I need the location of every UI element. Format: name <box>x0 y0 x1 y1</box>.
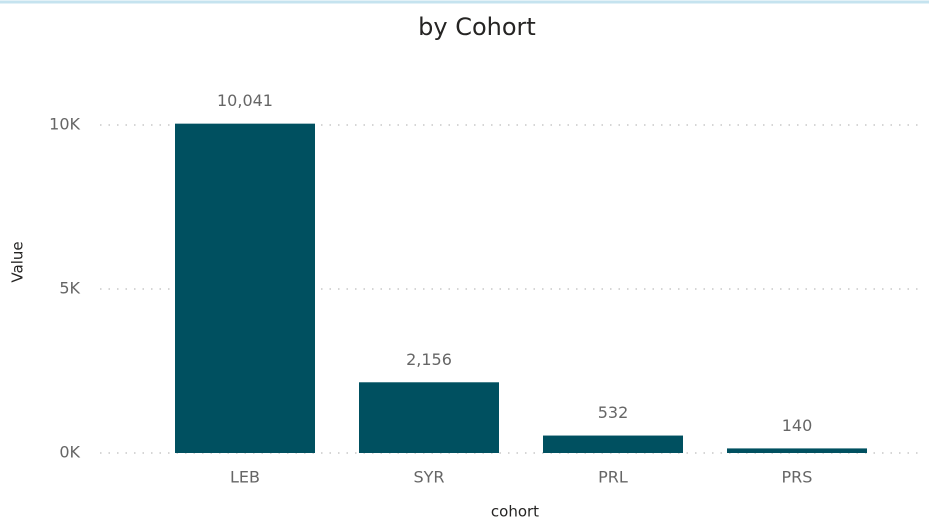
y-tick-label: 10K <box>49 115 80 134</box>
x-tick-label: LEB <box>230 468 260 487</box>
x-tick-label: SYR <box>413 468 444 487</box>
bar <box>543 435 683 453</box>
data-label: 140 <box>782 416 813 435</box>
bar <box>727 448 867 453</box>
y-axis-label: Value <box>9 241 27 282</box>
x-axis-label: cohort <box>491 503 539 521</box>
y-tick-label: 0K <box>59 443 80 462</box>
bar <box>359 382 499 453</box>
data-label: 532 <box>598 403 629 422</box>
chart-title: by Cohort <box>418 13 536 41</box>
y-tick-label: 5K <box>59 279 80 298</box>
data-label: 10,041 <box>217 91 273 110</box>
data-label: 2,156 <box>406 350 452 369</box>
x-tick-label: PRL <box>598 468 628 487</box>
bar <box>175 123 315 453</box>
x-tick-label: PRS <box>782 468 813 487</box>
